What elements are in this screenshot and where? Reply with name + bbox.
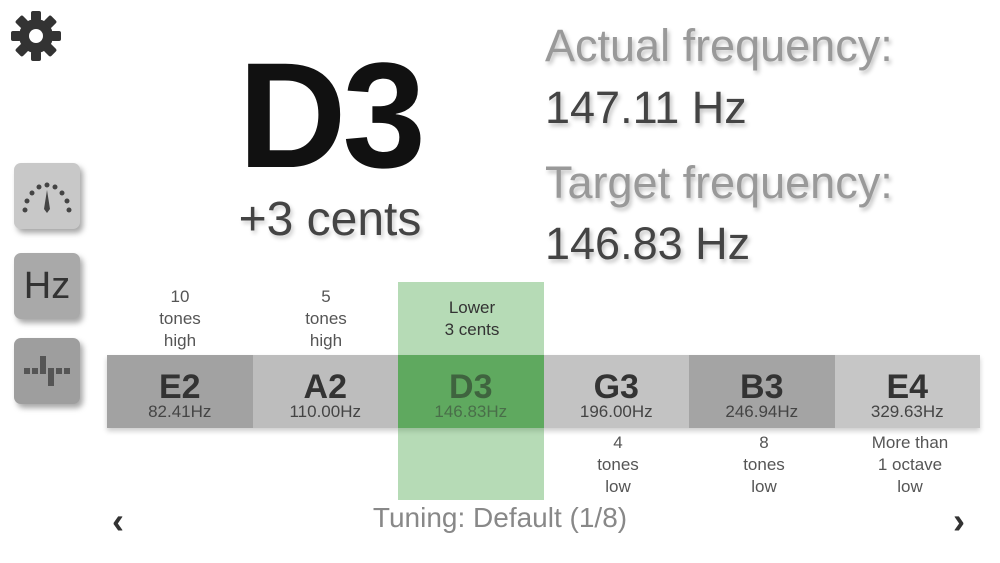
actual-frequency-value: 147.11 Hz	[545, 82, 747, 133]
string-frequency: 110.00Hz	[289, 402, 361, 421]
annotation-line: tones	[597, 455, 639, 474]
string-frequency: 329.63Hz	[870, 402, 944, 421]
annotation-line: Lower	[448, 298, 496, 317]
string-note: E2	[158, 368, 201, 406]
annotation-line: low	[605, 477, 631, 496]
tuning-label[interactable]: Tuning: Default (1/8)	[372, 502, 628, 533]
next-tuning-button[interactable]: ›	[953, 500, 965, 541]
annotation-line: low	[751, 477, 777, 496]
annotation-line: 10	[170, 287, 190, 306]
string-cell-e2[interactable]: E2 82.41Hz	[107, 355, 253, 428]
string-note: G3	[593, 368, 639, 406]
string-cell-d3[interactable]: D3 146.83Hz	[398, 355, 544, 428]
hz-label: Hz	[23, 264, 71, 307]
string-note: E4	[886, 368, 929, 406]
string-cell-a2[interactable]: A2 110.00Hz	[252, 355, 398, 428]
annotation-line: low	[897, 477, 923, 496]
cents-offset: +3 cents	[238, 193, 422, 246]
bars-icon	[24, 356, 70, 386]
actual-frequency-label: Actual frequency:	[545, 20, 893, 71]
detected-note: D3	[238, 31, 426, 199]
annotation-line: 3 cents	[444, 320, 500, 339]
annotation-line: high	[163, 331, 197, 350]
string-annotation: Lower 3 cents	[399, 297, 545, 341]
string-cell-e4[interactable]: E4 329.63Hz	[834, 355, 980, 428]
string-bar: E2 82.41Hz A2 110.00Hz D3 146.83Hz G3 196.00Hz B…	[107, 355, 980, 428]
hz-mode-button[interactable]: Hz	[14, 253, 80, 319]
annotation-line: tones	[159, 309, 201, 328]
string-frequency: 146.83Hz	[434, 402, 508, 421]
string-cell-g3[interactable]: G3 196.00Hz	[543, 355, 689, 428]
previous-tuning-button[interactable]: ‹	[112, 500, 124, 541]
current-string-highlight	[398, 282, 544, 500]
annotation-line: 8	[759, 433, 769, 452]
annotation-line: More than	[871, 433, 949, 452]
annotation-line: 4	[613, 433, 623, 452]
target-frequency-label: Target frequency:	[545, 157, 893, 208]
annotation-line: tones	[305, 309, 347, 328]
annotation-line: high	[309, 331, 343, 350]
string-note: A2	[303, 368, 347, 406]
string-annotation: 4 tones low	[545, 432, 691, 498]
target-frequency-value: 146.83 Hz	[545, 218, 751, 269]
annotation-line: 1 octave	[877, 455, 943, 474]
string-annotation: More than 1 octave low	[837, 432, 983, 498]
string-frequency: 82.41Hz	[148, 402, 212, 421]
gear-icon[interactable]	[10, 10, 62, 62]
string-annotation: 10 tones high	[107, 286, 253, 352]
string-annotation: 5 tones high	[253, 286, 399, 352]
string-note: B3	[740, 368, 784, 406]
string-note: D3	[449, 368, 493, 406]
annotation-line: tones	[743, 455, 785, 474]
annotation-line: 5	[321, 287, 331, 306]
string-annotation: 8 tones low	[691, 432, 837, 498]
bars-mode-button[interactable]	[14, 338, 80, 404]
string-frequency: 196.00Hz	[579, 402, 653, 421]
string-cell-b3[interactable]: B3 246.94Hz	[689, 355, 835, 428]
gauge-icon	[22, 182, 72, 213]
string-frequency: 246.94Hz	[725, 402, 799, 421]
gauge-mode-button[interactable]	[14, 163, 80, 229]
